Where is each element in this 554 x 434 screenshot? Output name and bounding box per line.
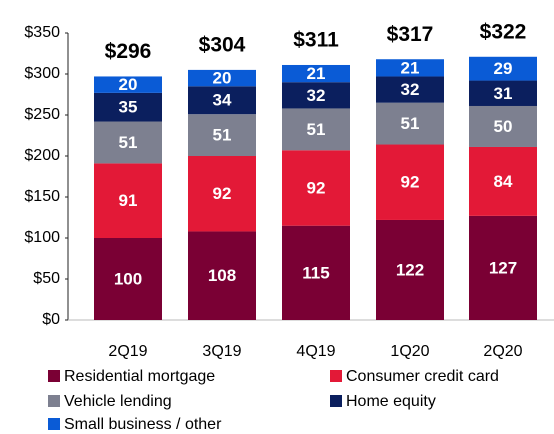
data-label: 84	[494, 172, 513, 191]
bar-segment	[282, 108, 350, 151]
data-label: 34	[213, 91, 232, 110]
bar-segment	[282, 82, 350, 109]
y-tick-label: $0	[42, 311, 60, 328]
bar-segment	[94, 163, 162, 238]
y-tick-label: $200	[24, 147, 60, 164]
bar-segment	[469, 56, 537, 81]
bar-segment	[376, 144, 444, 220]
x-tick-label: 3Q19	[202, 343, 241, 360]
x-tick-label: 2Q20	[483, 343, 522, 360]
legend-label: Vehicle lending	[64, 393, 172, 410]
bar-segment	[376, 76, 444, 103]
bar-segment	[94, 92, 162, 122]
total-label: $317	[387, 23, 434, 46]
data-label: 21	[307, 64, 326, 83]
data-label: 100	[114, 269, 142, 288]
data-label: 31	[494, 84, 513, 103]
data-label: 108	[208, 266, 236, 285]
y-tick-label: $100	[24, 229, 60, 246]
data-label: 21	[401, 58, 420, 77]
data-label: 92	[307, 178, 326, 197]
data-label: 50	[494, 117, 513, 136]
total-label: $296	[105, 40, 152, 63]
x-tick-label: 2Q19	[108, 343, 147, 360]
data-label: 91	[119, 191, 138, 210]
bar-segment	[188, 114, 256, 156]
data-label: 35	[119, 98, 138, 117]
y-tick-label: $250	[24, 106, 60, 123]
legend-label: Home equity	[346, 393, 436, 410]
data-label: 51	[119, 133, 138, 152]
legend-label: Small business / other	[64, 416, 222, 433]
y-tick-label: $350	[24, 24, 60, 41]
x-tick-label: 4Q19	[296, 343, 335, 360]
bar-segment	[282, 150, 350, 226]
data-label: 20	[213, 69, 232, 88]
bar-segment	[469, 215, 537, 320]
y-tick-label: $50	[33, 270, 60, 287]
data-label: 115	[302, 263, 329, 282]
x-tick-label: 1Q20	[390, 343, 429, 360]
total-label: $311	[293, 29, 339, 52]
legend-swatch	[330, 395, 342, 407]
bar-segment	[282, 64, 350, 83]
bar-segment	[188, 86, 256, 115]
data-label: 29	[494, 59, 513, 78]
bar-segment	[376, 102, 444, 145]
data-label: 92	[401, 173, 420, 192]
legend-label: Consumer credit card	[346, 368, 499, 385]
legend-swatch	[48, 395, 60, 407]
y-tick-label: $300	[24, 65, 60, 82]
bar-segment	[469, 80, 537, 106]
bar-segment	[188, 231, 256, 320]
bar-segment	[94, 238, 162, 320]
bar-segment	[469, 105, 537, 147]
data-label: 92	[213, 184, 232, 203]
data-label: 20	[119, 75, 138, 94]
data-label: 51	[307, 120, 326, 139]
data-label: 51	[213, 126, 232, 145]
legend-swatch	[48, 418, 60, 430]
data-label: 32	[401, 80, 420, 99]
bar-segment	[469, 146, 537, 216]
data-label: 51	[401, 114, 420, 133]
bar-segment	[376, 219, 444, 320]
bar-segment	[94, 76, 162, 93]
data-label: 127	[489, 258, 517, 277]
y-tick-label: $150	[24, 188, 60, 205]
data-label: 32	[307, 86, 326, 105]
bar-segment	[282, 225, 350, 320]
bar-segment	[376, 59, 444, 77]
total-label: $304	[199, 33, 246, 56]
bar-segment	[94, 121, 162, 164]
legend-swatch	[48, 370, 60, 382]
bar-segment	[188, 156, 256, 232]
legend-swatch	[330, 370, 342, 382]
data-label: 122	[396, 260, 424, 279]
total-label: $322	[480, 20, 527, 43]
legend-label: Residential mortgage	[64, 368, 215, 385]
bar-segment	[188, 69, 256, 87]
